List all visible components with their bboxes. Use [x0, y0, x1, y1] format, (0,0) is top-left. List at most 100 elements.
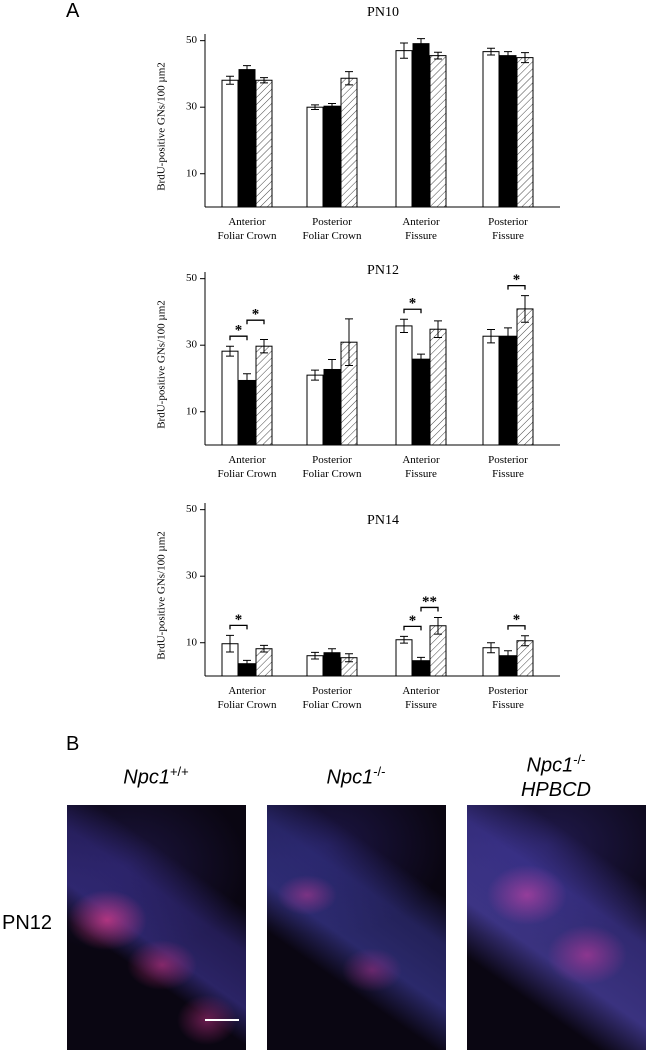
- bar: [323, 368, 341, 446]
- y-tick-label: 30: [186, 339, 198, 351]
- error-bar: [345, 71, 353, 86]
- significance-bracket: [229, 624, 248, 630]
- y-tick-label: 10: [186, 405, 198, 417]
- x-tick-label: Anterior Foliar Crown: [217, 685, 277, 711]
- gene: Npc1: [123, 766, 170, 789]
- x-tick-label: Posterior Foliar Crown: [302, 685, 362, 711]
- x-tick-label: Posterior Foliar Crown: [302, 454, 362, 480]
- significance-bracket: [420, 606, 439, 612]
- bar: [255, 345, 273, 446]
- error-bar: [434, 616, 442, 635]
- bar: [255, 648, 273, 677]
- significance-label: *: [252, 307, 260, 323]
- x-tick-label: Anterior Fissure: [402, 454, 440, 480]
- error-bar: [521, 52, 529, 64]
- bar: [395, 50, 413, 208]
- scale-bar: [205, 1019, 239, 1021]
- bar: [238, 69, 256, 208]
- chart-title: PN12: [367, 263, 399, 278]
- error-bar: [328, 648, 336, 658]
- error-bar: [243, 65, 251, 75]
- error-bar: [487, 47, 495, 56]
- bar: [482, 51, 500, 208]
- bar: [221, 79, 239, 208]
- bar: [395, 639, 413, 677]
- x-tick-label: Anterior Fissure: [402, 216, 440, 242]
- chart-title: PN14: [367, 513, 399, 528]
- error-bar: [260, 77, 268, 84]
- error-bar: [400, 635, 408, 644]
- y-tick-label: 10: [186, 167, 198, 179]
- panel-letter: B: [66, 733, 80, 755]
- significance-bracket: [403, 308, 422, 314]
- error-bar: [400, 318, 408, 334]
- bar: [255, 79, 273, 208]
- genotype: +/+: [169, 764, 189, 779]
- y-tick-label: 30: [186, 570, 198, 582]
- error-bar: [434, 51, 442, 60]
- bar: [412, 43, 430, 208]
- image-label: Npc1-/- HPBCD: [466, 748, 646, 802]
- significance-label: *: [513, 612, 521, 628]
- row-label: PN12: [2, 912, 53, 934]
- y-tick-label: 50: [186, 503, 198, 515]
- error-bar: [417, 656, 425, 665]
- bar: [499, 335, 517, 446]
- significance-label: *: [513, 272, 521, 288]
- error-bar: [311, 104, 319, 111]
- significance-bracket: [507, 625, 526, 630]
- error-bar: [417, 38, 425, 50]
- bar: [429, 55, 447, 208]
- x-tick-label: Posterior Foliar Crown: [302, 216, 362, 242]
- bar: [412, 358, 430, 446]
- x-tick-label: Anterior Foliar Crown: [217, 454, 277, 480]
- panel-letter: A: [66, 0, 80, 22]
- error-bar: [311, 651, 319, 660]
- micrograph: [467, 805, 646, 1050]
- error-bar: [243, 659, 251, 668]
- error-bar: [417, 353, 425, 365]
- image-label: Npc1+/+: [66, 760, 246, 790]
- y-axis-label: BrdU-positive GNs/100 µm2: [156, 531, 168, 660]
- error-bar: [504, 327, 512, 346]
- error-bar: [243, 373, 251, 388]
- bar: [516, 57, 534, 208]
- x-tick-label: Anterior Foliar Crown: [217, 216, 277, 242]
- error-bar: [521, 295, 529, 323]
- bar: [516, 308, 534, 446]
- significance-label: *: [409, 296, 417, 312]
- bar: [499, 55, 517, 208]
- significance-bracket: [507, 284, 526, 290]
- x-tick-label: Anterior Fissure: [402, 685, 440, 711]
- error-bar: [328, 358, 336, 380]
- error-bar: [487, 642, 495, 654]
- error-bar: [400, 42, 408, 59]
- y-axis-label: BrdU-positive GNs/100 µm2: [156, 300, 168, 429]
- gene: Npc1: [326, 766, 374, 789]
- genotype: -/-: [573, 752, 586, 767]
- micrograph: [67, 805, 246, 1050]
- bar: [238, 379, 256, 446]
- image-label: Npc1-/-: [266, 760, 446, 790]
- error-bar: [521, 635, 529, 647]
- x-tick-label: Posterior Fissure: [488, 454, 528, 480]
- bar: [395, 325, 413, 446]
- bar: [482, 335, 500, 446]
- bar: [323, 105, 341, 208]
- bar: [306, 374, 324, 446]
- error-bar: [504, 650, 512, 662]
- bar: [221, 350, 239, 446]
- error-bar: [328, 103, 336, 110]
- chart-title: PN10: [367, 5, 399, 20]
- significance-label: **: [422, 594, 437, 610]
- error-bar: [504, 51, 512, 61]
- y-tick-label: 50: [186, 272, 198, 284]
- error-bar: [226, 345, 234, 357]
- error-bar: [487, 329, 495, 344]
- error-bar: [226, 75, 234, 85]
- significance-bracket: [229, 335, 248, 341]
- significance-label: *: [235, 612, 243, 628]
- significance-label: *: [235, 323, 243, 339]
- y-tick-label: 30: [186, 101, 198, 113]
